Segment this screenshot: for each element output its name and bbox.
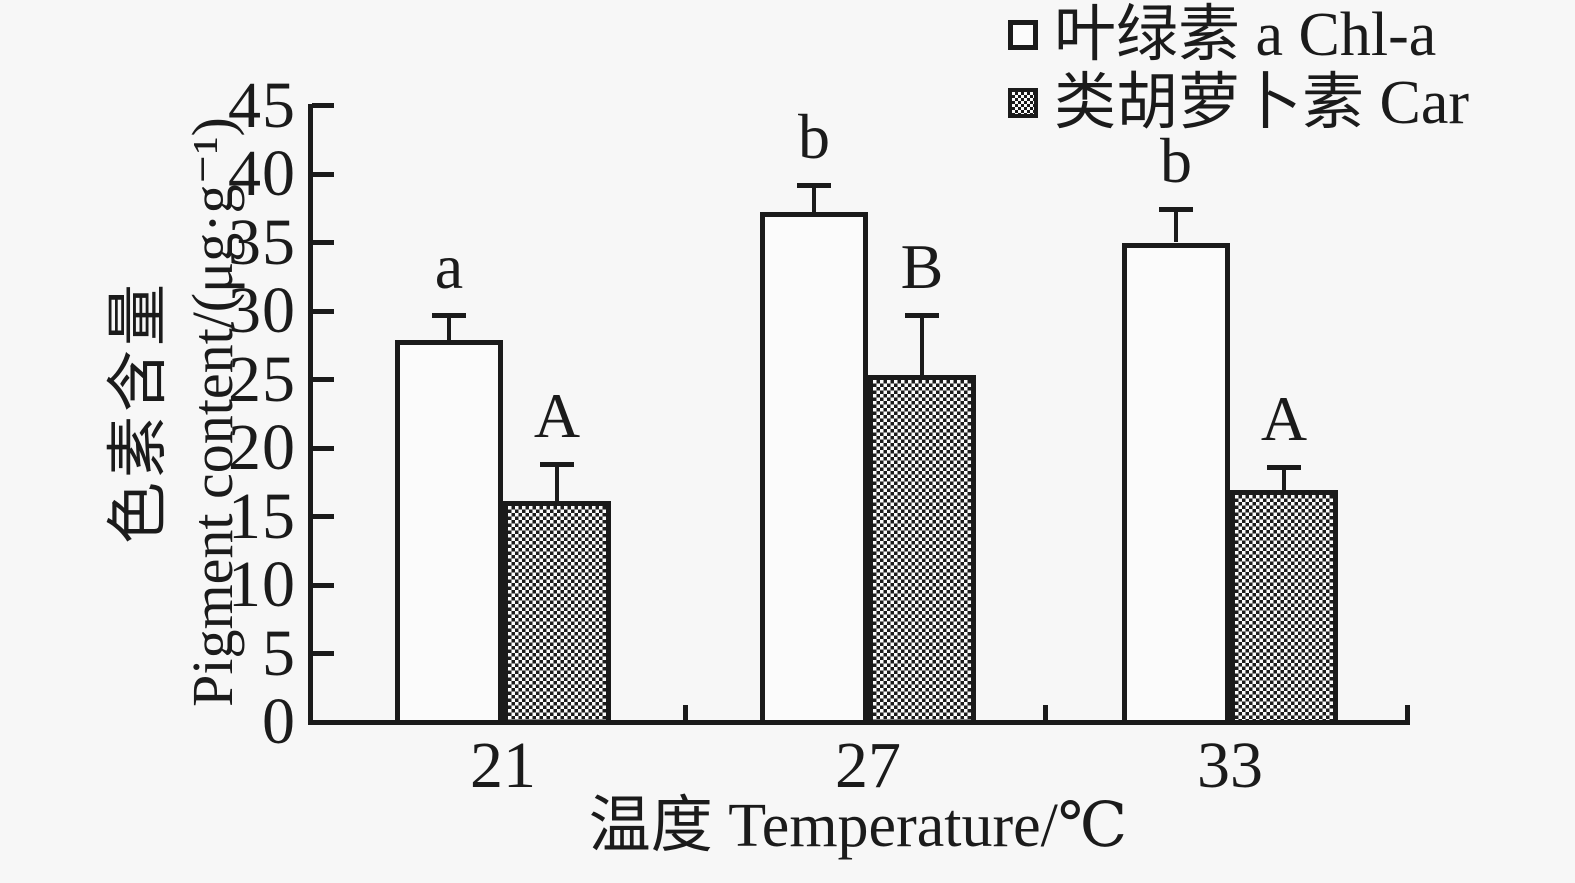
checkered-square-icon <box>1008 88 1038 118</box>
significance-letter: B <box>900 230 944 302</box>
significance-letter: A <box>1260 382 1308 454</box>
x-tick-label: 21 <box>470 729 536 802</box>
error-bar-line <box>1282 469 1286 491</box>
error-bar-line <box>447 317 451 340</box>
error-bar-cap <box>1159 207 1193 213</box>
error-bar-cap <box>432 312 466 318</box>
y-tick-label: 25 <box>228 342 296 416</box>
open-square-icon <box>1008 20 1038 50</box>
y-tick-mark <box>312 377 334 382</box>
legend-item-chl-a: 叶绿素 a Chl-a <box>1008 1 1437 69</box>
y-tick-mark <box>312 240 334 245</box>
legend-label-chl-a: 叶绿素 a Chl-a <box>1054 1 1437 69</box>
y-tick-label: 20 <box>228 411 296 484</box>
y-tick-label: 35 <box>228 205 296 279</box>
error-bar-line <box>920 317 924 376</box>
bar-chl-a-33 <box>1122 242 1230 725</box>
y-tick-label: 0 <box>262 685 296 758</box>
x-tick-label: 33 <box>1197 729 1263 802</box>
y-axis-line <box>308 104 313 725</box>
y-tick-label: 10 <box>228 548 296 621</box>
bar-chl-a-21 <box>395 339 503 725</box>
error-bar-line <box>812 187 816 213</box>
x-tick-mark <box>1042 705 1048 720</box>
bar-chl-a-27 <box>760 212 868 725</box>
bar-car-33 <box>1230 490 1338 725</box>
legend-item-car: 类胡萝卜素 Car <box>1008 69 1470 137</box>
x-tick-label: 27 <box>835 729 901 802</box>
bar-car-21 <box>503 501 611 725</box>
y-tick-mark <box>312 514 334 519</box>
error-bar-line <box>1174 212 1178 243</box>
y-tick-mark <box>312 171 334 177</box>
error-bar-cap <box>905 312 939 318</box>
x-tick-mark <box>682 705 688 720</box>
y-tick-mark <box>312 103 334 108</box>
significance-letter: b <box>1160 125 1192 197</box>
y-tick-label: 30 <box>228 274 296 347</box>
significance-letter: A <box>533 380 581 452</box>
x-tick-mark <box>1404 705 1410 720</box>
error-bar-cap <box>797 182 831 188</box>
y-tick-label: 40 <box>228 137 296 210</box>
significance-letter: b <box>798 100 830 172</box>
y-tick-label: 5 <box>262 616 296 690</box>
legend-label-car: 类胡萝卜素 Car <box>1054 69 1470 137</box>
y-tick-mark <box>312 582 334 588</box>
y-tick-label: 15 <box>228 479 296 553</box>
y-tick-label: 45 <box>228 68 296 142</box>
significance-letter: a <box>434 230 464 302</box>
error-bar-line <box>555 467 559 502</box>
bar-car-27 <box>868 375 976 725</box>
error-bar-cap <box>540 462 574 468</box>
x-axis-title: 温度 Temperature/℃ <box>588 792 1128 860</box>
y-tick-mark <box>312 651 334 656</box>
y-tick-mark <box>312 445 334 451</box>
y-tick-mark <box>312 308 334 314</box>
error-bar-cap <box>1267 464 1301 470</box>
